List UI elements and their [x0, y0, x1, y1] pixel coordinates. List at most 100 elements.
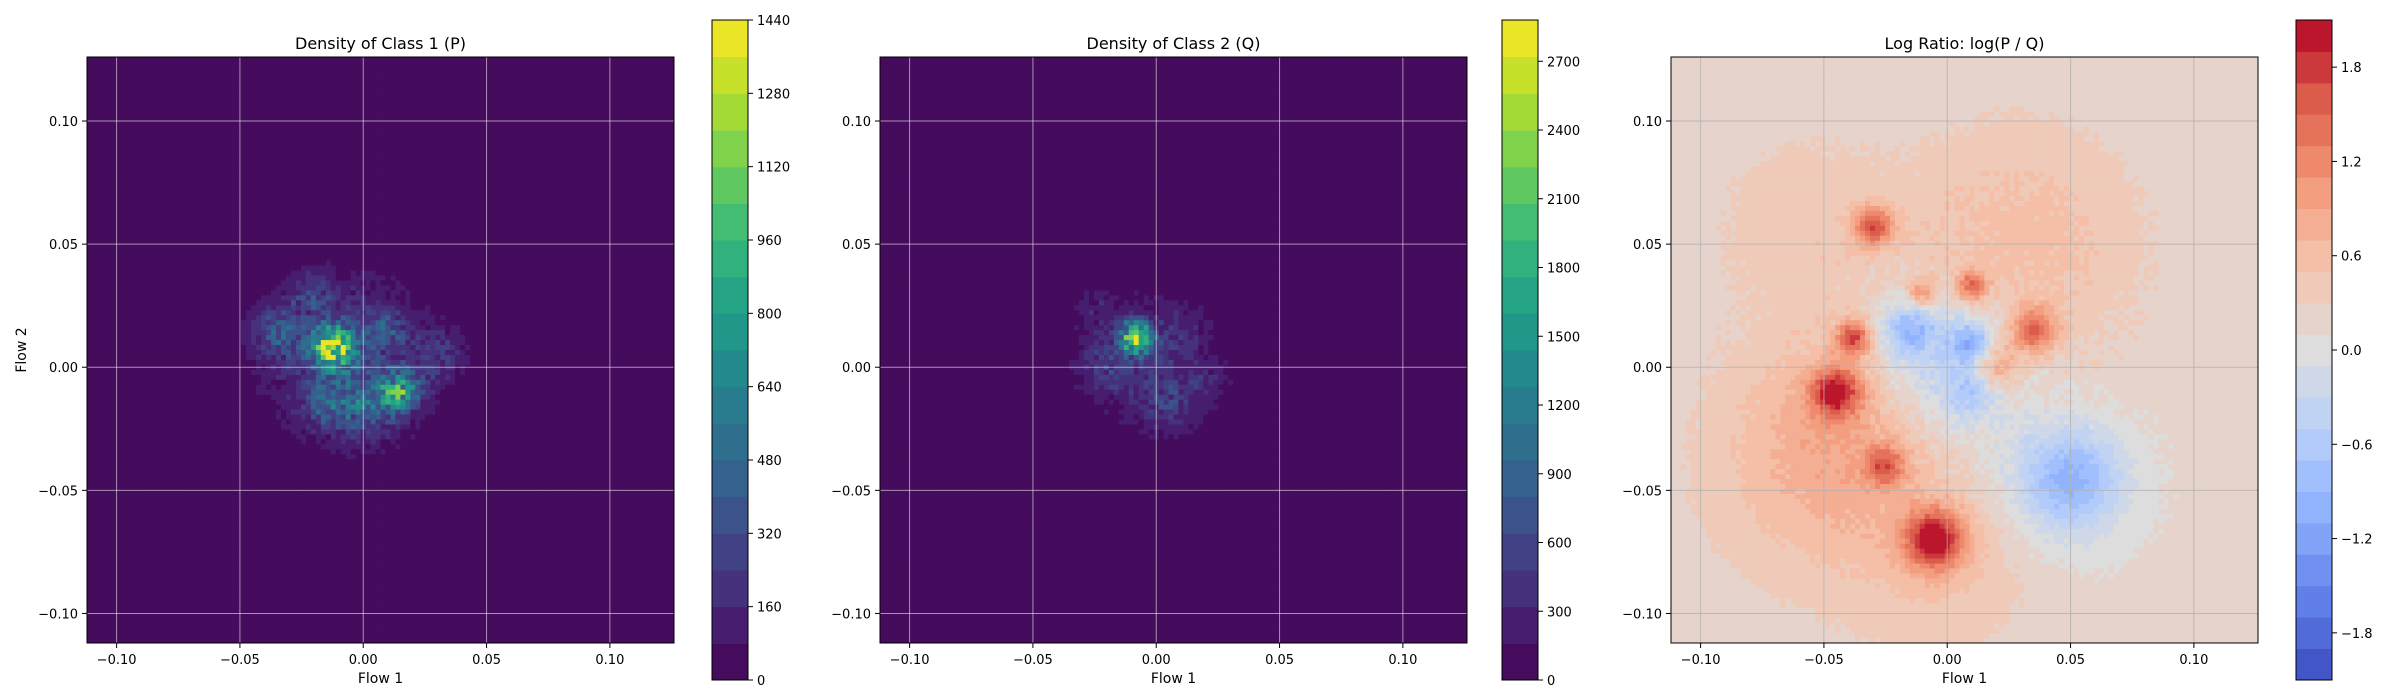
panel-class-1: Density of Class 1 (P) Flow 1 Flow 2 [14, 34, 466, 687]
xlabel-class-2: Flow 1 [1151, 671, 1196, 687]
colorbar-level [1502, 460, 1538, 498]
density-field-1 [87, 57, 674, 643]
colorbar-tick-label: 900 [1547, 468, 1572, 483]
colorbar-level [712, 350, 748, 388]
plot-area-1: −0.10 −0.05 0.00 0.05 0.10 −0.10 −0.05 0.00 0.05… [38, 56, 675, 668]
colorbar-tick-label: −1.8 [2341, 627, 2373, 642]
colorbar-tick-label: 1280 [757, 87, 790, 102]
colorbar-level [1502, 313, 1538, 351]
axes-frame [1670, 56, 2259, 644]
y-tick-label: −0.10 [831, 607, 871, 622]
colorbar-tick-label: 1800 [1547, 262, 1580, 277]
y-tick-label: 0.05 [49, 238, 78, 253]
colorbar-level [1502, 643, 1538, 681]
colorbar-level [712, 130, 748, 168]
colorbar-level [2296, 554, 2332, 587]
colorbar-level [712, 386, 748, 424]
colorbar-frame [711, 19, 749, 681]
colorbar-tick-label: 1200 [1547, 399, 1580, 414]
colorbar-tick-label: 640 [757, 381, 782, 396]
axes-frame [879, 56, 1468, 644]
x-tick-label: 0.10 [2179, 653, 2208, 668]
colorbar-tick-label: 1440 [757, 14, 790, 29]
colorbar-2: 0 300 600 900 1200 1500 1800 2100 2400 2700 [1501, 19, 1580, 689]
x-tick-label: 0.00 [1142, 653, 1171, 668]
colorbar-level [1502, 570, 1538, 608]
ylabel-class-1: Flow 2 [14, 327, 30, 372]
y-tick-label: 0.10 [842, 115, 871, 130]
axes-frame [86, 56, 675, 644]
x-tick-label: 0.05 [472, 653, 501, 668]
colorbar-tick-label: 0 [1547, 674, 1555, 689]
colorbar-level [2296, 240, 2332, 272]
colorbar-level [1502, 130, 1538, 168]
colorbar-tick-label: 160 [757, 601, 782, 616]
colorbar-frame [1501, 19, 1539, 681]
x-tick-label: 0.10 [1388, 653, 1417, 668]
colorbar-tick-label: −0.6 [2341, 438, 2373, 453]
colorbar-tick-label: 600 [1547, 537, 1572, 552]
colorbar-tick-label: −1.2 [2341, 533, 2373, 548]
colorbar-level [1502, 423, 1538, 461]
colorbar-level [1502, 56, 1538, 94]
colorbar-tick-label: 0.0 [2341, 344, 2362, 359]
colorbar-tick-label: 1500 [1547, 330, 1580, 345]
colorbar-level [2296, 271, 2332, 304]
xlabel-class-1: Flow 1 [358, 671, 403, 687]
y-tick-label: 0.05 [842, 238, 871, 253]
colorbar-level [712, 93, 748, 131]
colorbar-level [2296, 20, 2332, 52]
colorbar-level [1502, 276, 1538, 314]
x-tick-label: 0.00 [1933, 653, 1962, 668]
colorbar-level [712, 276, 748, 314]
title-log-ratio: Log Ratio: log(P / Q) [1885, 34, 2045, 53]
x-tick-label: 0.05 [1265, 653, 1294, 668]
colorbar-level [2296, 177, 2332, 210]
density-field-2 [880, 57, 1467, 643]
colorbar-level [2296, 365, 2332, 398]
colorbar-level [1502, 240, 1538, 278]
colorbar-level [712, 570, 748, 608]
colorbar-1: 0 160 320 480 640 800 960 1120 1280 1440 [711, 14, 790, 689]
colorbar-level [1502, 606, 1538, 644]
colorbar-tick-label: 2100 [1547, 193, 1580, 208]
colorbar-level [2296, 208, 2332, 241]
colorbar-level [2296, 460, 2332, 492]
panel-log-ratio: Log Ratio: log(P / Q) Flow 1 [1885, 34, 2045, 687]
plot-area-3: −0.10 −0.05 0.00 0.05 0.10 −0.10 −0.05 0.00 0.05… [1622, 56, 2259, 668]
colorbar-level [1502, 533, 1538, 571]
y-tick-label: −0.10 [38, 607, 78, 622]
y-tick-label: 0.00 [49, 361, 78, 376]
x-tick-label: 0.10 [595, 653, 624, 668]
panel-class-2: Density of Class 2 (Q) Flow 1 [1087, 34, 1261, 687]
colorbar-level [1502, 386, 1538, 424]
x-tick-label: 0.00 [349, 653, 378, 668]
colorbar-level [712, 20, 748, 58]
x-tick-label: −0.10 [1681, 653, 1721, 668]
colorbar-level [2296, 145, 2332, 178]
y-tick-label: −0.05 [831, 484, 871, 499]
colorbar-level [1502, 93, 1538, 131]
colorbar-tick-label: 2700 [1547, 55, 1580, 70]
colorbar-level [712, 460, 748, 498]
colorbar-level [1502, 203, 1538, 241]
colorbar-level [712, 606, 748, 644]
colorbar-level [712, 423, 748, 461]
density-field-3 [1671, 57, 2258, 643]
x-tick-label: −0.10 [97, 653, 137, 668]
colorbar-level [712, 313, 748, 351]
y-tick-label: −0.05 [1622, 484, 1662, 499]
colorbar-level [2296, 51, 2332, 84]
colorbar-level [2296, 585, 2332, 618]
y-tick-label: −0.05 [38, 484, 78, 499]
colorbar-level [712, 203, 748, 241]
colorbar-level [712, 166, 748, 204]
title-class-1: Density of Class 1 (P) [295, 34, 466, 53]
colorbar-tick-label: 2400 [1547, 124, 1580, 139]
x-tick-label: −0.10 [890, 653, 930, 668]
y-tick-label: 0.00 [842, 361, 871, 376]
plot-area-2: −0.10 −0.05 0.00 0.05 0.10 −0.10 −0.05 0.00 0.05… [831, 56, 1468, 668]
colorbar-level [712, 240, 748, 278]
colorbar-level [1502, 20, 1538, 58]
